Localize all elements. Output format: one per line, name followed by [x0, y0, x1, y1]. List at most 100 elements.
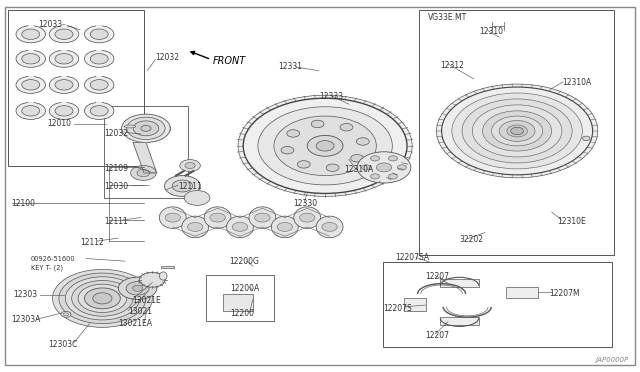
Text: 12330: 12330 [293, 199, 317, 208]
Circle shape [307, 135, 343, 156]
Text: 12310A: 12310A [562, 78, 591, 87]
Circle shape [322, 222, 337, 231]
Circle shape [184, 190, 210, 205]
Circle shape [165, 213, 180, 222]
Polygon shape [133, 142, 157, 173]
Circle shape [511, 127, 524, 135]
Circle shape [122, 114, 170, 142]
Circle shape [499, 121, 535, 141]
Circle shape [483, 111, 552, 151]
Ellipse shape [204, 207, 231, 228]
Text: 12033: 12033 [38, 20, 63, 29]
Text: 13021EA: 13021EA [118, 319, 152, 328]
Text: 12207: 12207 [426, 272, 450, 280]
Ellipse shape [159, 272, 167, 280]
Text: KEY T- (2): KEY T- (2) [31, 264, 63, 271]
Circle shape [472, 105, 562, 157]
Text: 12333: 12333 [319, 92, 343, 101]
Ellipse shape [316, 216, 343, 238]
Circle shape [397, 165, 406, 170]
Circle shape [49, 102, 79, 119]
Text: 12207M: 12207M [549, 289, 580, 298]
Circle shape [436, 84, 598, 178]
Ellipse shape [227, 216, 253, 238]
Circle shape [164, 176, 200, 196]
Text: 12030: 12030 [104, 182, 129, 191]
Circle shape [141, 125, 151, 131]
Circle shape [351, 154, 364, 162]
Circle shape [287, 130, 300, 137]
Circle shape [118, 277, 157, 299]
Circle shape [90, 29, 108, 39]
Circle shape [277, 222, 292, 231]
Circle shape [84, 26, 114, 43]
Text: 00926-51600: 00926-51600 [31, 256, 76, 262]
Circle shape [507, 125, 527, 137]
Text: 12010: 12010 [47, 119, 72, 128]
Circle shape [84, 288, 120, 309]
Text: 12200: 12200 [230, 309, 254, 318]
Bar [419, 10, 614, 255]
Circle shape [180, 160, 200, 171]
Circle shape [340, 124, 353, 131]
Circle shape [316, 141, 334, 151]
Circle shape [90, 106, 108, 116]
Circle shape [274, 116, 376, 176]
Ellipse shape [124, 125, 136, 128]
Bar [440, 317, 479, 325]
Circle shape [140, 272, 165, 287]
Circle shape [238, 95, 412, 196]
Circle shape [131, 166, 156, 180]
Circle shape [16, 26, 45, 43]
Circle shape [133, 121, 159, 136]
Circle shape [388, 156, 397, 161]
Circle shape [185, 163, 195, 169]
Circle shape [90, 80, 108, 90]
Bar [152, 127, 168, 132]
Bar [506, 287, 538, 298]
Text: 12032: 12032 [156, 53, 179, 62]
Text: 12303C: 12303C [48, 340, 77, 349]
Circle shape [210, 213, 225, 222]
Circle shape [300, 213, 315, 222]
Text: 12310E: 12310E [557, 217, 586, 226]
Ellipse shape [271, 216, 298, 238]
Circle shape [281, 147, 294, 154]
Circle shape [255, 213, 270, 222]
Circle shape [16, 50, 45, 67]
Circle shape [258, 107, 392, 185]
Circle shape [55, 80, 73, 90]
Circle shape [59, 273, 146, 324]
Circle shape [357, 152, 411, 183]
Text: 12100: 12100 [12, 199, 35, 208]
Circle shape [298, 161, 310, 168]
Circle shape [132, 285, 143, 291]
Text: 12310: 12310 [479, 27, 503, 36]
Circle shape [84, 76, 114, 93]
Circle shape [492, 116, 543, 146]
Text: 12032: 12032 [104, 129, 128, 138]
Circle shape [49, 50, 79, 67]
Ellipse shape [182, 216, 209, 238]
Circle shape [16, 102, 45, 119]
Ellipse shape [249, 207, 276, 228]
Circle shape [311, 120, 324, 128]
Circle shape [376, 163, 392, 172]
Circle shape [72, 280, 133, 316]
Text: 12331: 12331 [278, 62, 302, 71]
Bar [161, 266, 174, 268]
Text: 12207SA: 12207SA [396, 253, 429, 262]
Circle shape [65, 277, 140, 320]
Circle shape [326, 164, 339, 171]
Circle shape [84, 102, 114, 119]
Circle shape [22, 80, 40, 90]
Circle shape [388, 174, 397, 179]
Circle shape [126, 282, 149, 295]
Text: 12207: 12207 [426, 331, 450, 340]
Text: 12109: 12109 [104, 164, 128, 173]
Circle shape [22, 54, 40, 64]
Bar [104, 106, 188, 198]
Circle shape [49, 26, 79, 43]
Circle shape [61, 311, 71, 317]
Bar [223, 294, 253, 311]
